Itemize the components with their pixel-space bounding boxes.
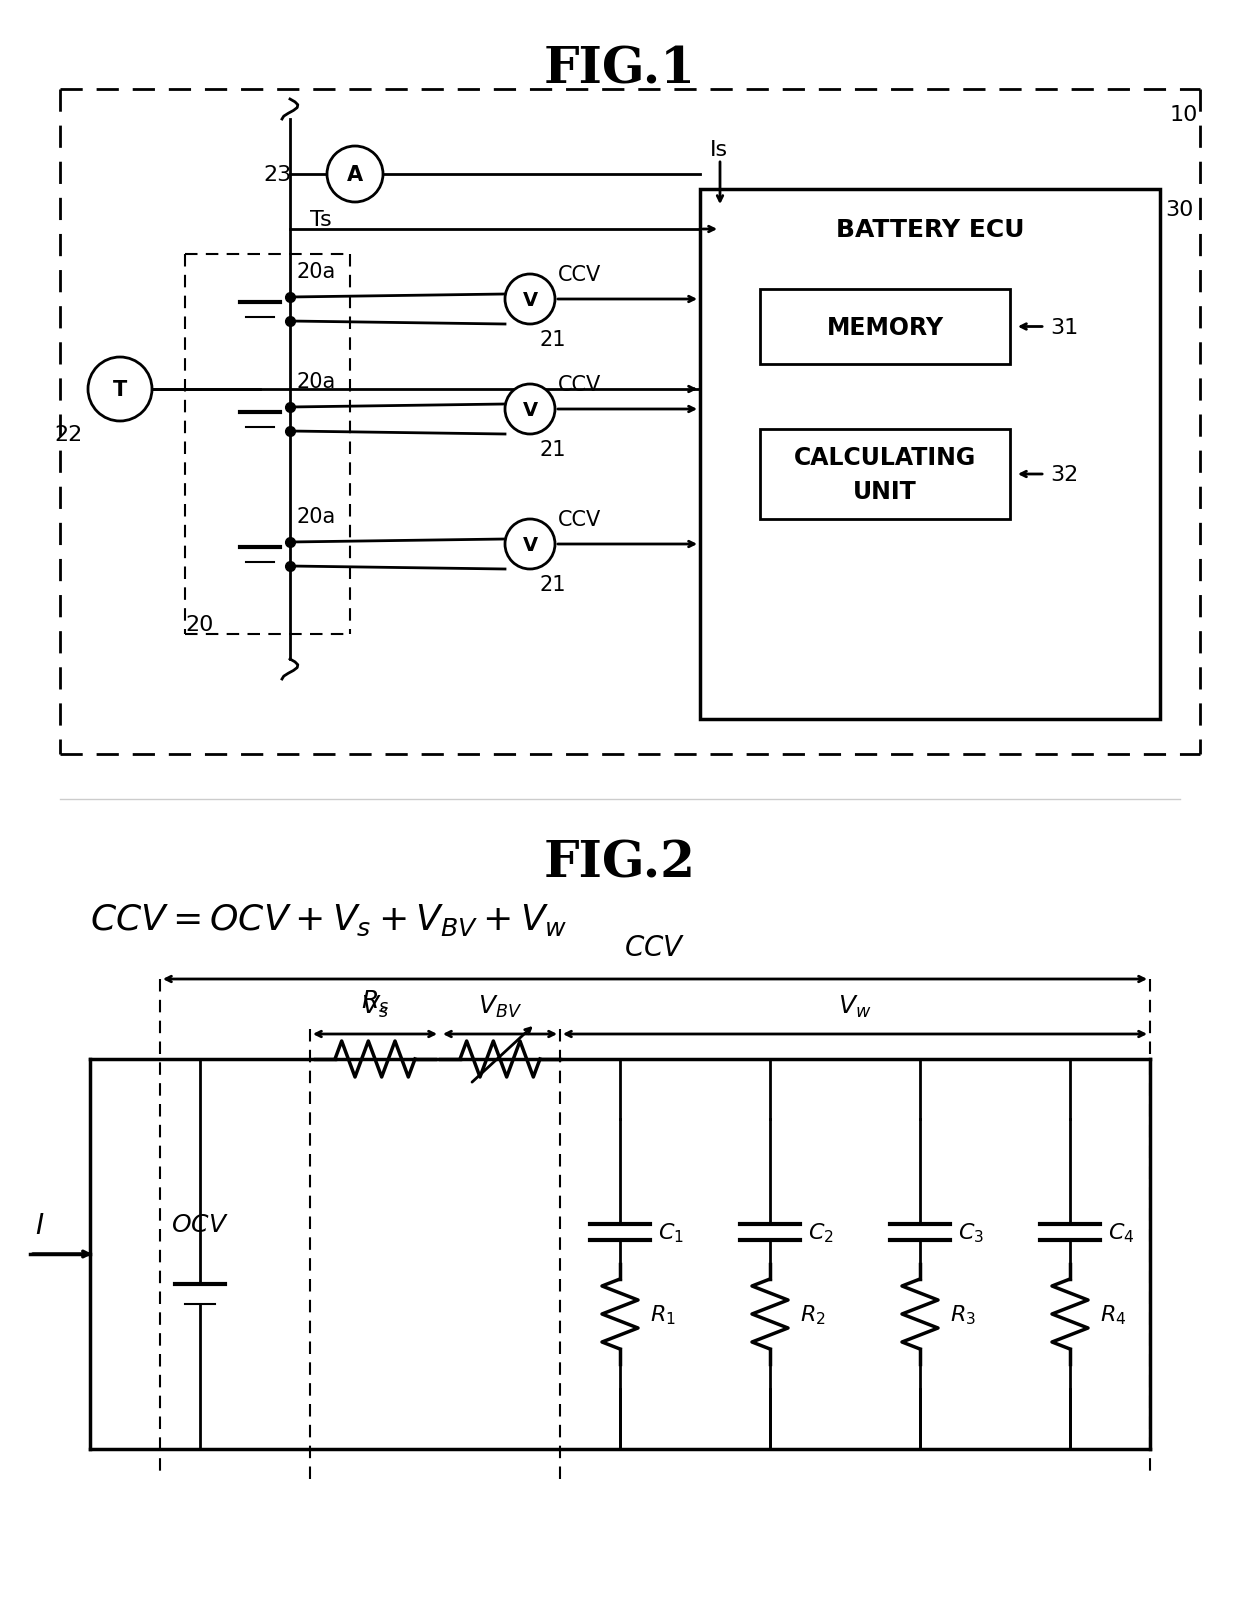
Bar (760, 430, 1011, 519)
Text: $R_3$: $R_3$ (950, 1302, 976, 1326)
Text: 21: 21 (539, 329, 567, 351)
Circle shape (505, 519, 556, 570)
Text: T: T (113, 380, 128, 399)
Text: $C_4$: $C_4$ (1109, 1220, 1135, 1245)
Text: 30: 30 (1166, 200, 1193, 219)
Text: Is: Is (711, 140, 728, 161)
Text: 10: 10 (1171, 105, 1198, 125)
Bar (701, 190, 1159, 719)
Text: MEMORY: MEMORY (826, 315, 944, 339)
Text: 20: 20 (185, 615, 213, 635)
Text: 31: 31 (1050, 318, 1079, 338)
Text: $R_2$: $R_2$ (800, 1302, 826, 1326)
Text: 21: 21 (539, 440, 567, 459)
Text: 23: 23 (264, 166, 291, 185)
Text: Ts: Ts (310, 209, 332, 230)
Circle shape (505, 385, 556, 435)
Text: $V_{BV}$: $V_{BV}$ (477, 993, 522, 1019)
Text: 20a: 20a (296, 261, 335, 282)
Bar (760, 291, 1011, 365)
Text: FIG.2: FIG.2 (544, 839, 696, 888)
Text: $CCV = OCV + V_s + V_{BV} + V_w$: $CCV = OCV + V_s + V_{BV} + V_w$ (91, 902, 568, 936)
Text: $R_s$: $R_s$ (361, 988, 389, 1014)
Text: $C_1$: $C_1$ (658, 1220, 684, 1245)
Circle shape (505, 274, 556, 325)
Text: CCV: CCV (558, 265, 601, 284)
Text: V: V (522, 401, 538, 419)
Circle shape (88, 357, 153, 422)
Text: 22: 22 (55, 425, 83, 445)
Text: 32: 32 (1050, 464, 1079, 485)
Text: $V_s$: $V_s$ (361, 993, 389, 1019)
Text: $OCV$: $OCV$ (171, 1212, 229, 1235)
Text: FIG.1: FIG.1 (544, 45, 696, 94)
Text: V: V (522, 291, 538, 310)
Text: A: A (347, 166, 363, 185)
Text: $R_4$: $R_4$ (1100, 1302, 1126, 1326)
Text: 20a: 20a (296, 372, 335, 391)
Text: $R_1$: $R_1$ (650, 1302, 676, 1326)
Text: 20a: 20a (296, 506, 335, 527)
Text: BATTERY ECU: BATTERY ECU (836, 217, 1024, 242)
Text: CALCULATING
UNIT: CALCULATING UNIT (794, 446, 976, 503)
Text: $V_w$: $V_w$ (838, 993, 872, 1019)
Text: $C_2$: $C_2$ (808, 1220, 833, 1245)
Circle shape (327, 148, 383, 203)
Text: $C_3$: $C_3$ (959, 1220, 985, 1245)
Text: 21: 21 (539, 575, 567, 594)
Text: $CCV$: $CCV$ (624, 935, 686, 961)
Text: CCV: CCV (558, 510, 601, 529)
Text: V: V (522, 536, 538, 553)
Text: $I$: $I$ (35, 1212, 45, 1240)
Text: CCV: CCV (558, 375, 601, 394)
